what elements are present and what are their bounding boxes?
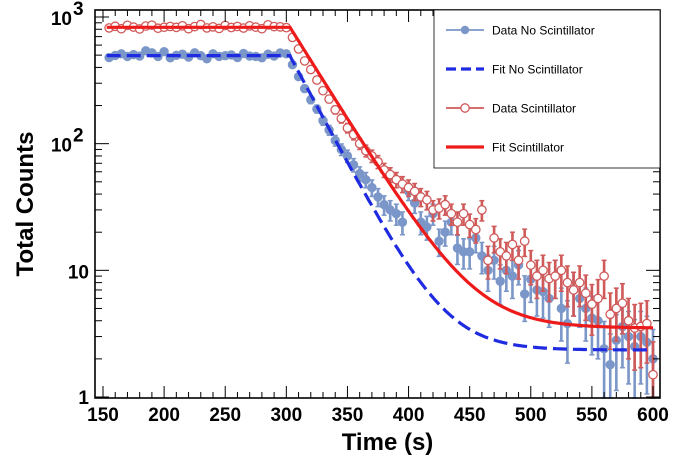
data-point	[538, 265, 548, 276]
data-point	[470, 224, 481, 235]
data-point	[599, 271, 609, 281]
data-point	[519, 236, 530, 246]
legend-label: Fit Scintillator	[492, 141, 564, 155]
data-point	[422, 195, 432, 205]
data-point	[617, 298, 628, 309]
data-point	[464, 247, 475, 257]
legend-item-1: Fit No Scintillator	[446, 63, 583, 77]
data-point	[507, 239, 518, 250]
legend-label: Data Scintillator	[492, 102, 576, 116]
data-point	[434, 236, 444, 246]
data-point	[648, 369, 658, 380]
data-point	[580, 288, 591, 299]
data-point	[605, 359, 615, 370]
legend: Data No Scintillator Fit No Scintillator D…	[433, 9, 661, 169]
data-point	[440, 227, 450, 237]
data-point	[489, 233, 499, 243]
x-tick-label: 450	[454, 405, 486, 426]
legend-item-2: Data Scintillator	[446, 102, 576, 116]
data-point	[159, 47, 169, 57]
data-point	[458, 208, 469, 219]
y-tick-label: 10	[51, 136, 72, 157]
fit-line-1	[106, 53, 653, 352]
data-point	[477, 205, 487, 215]
data-point	[507, 271, 518, 281]
data-point	[299, 56, 310, 66]
data-point	[409, 186, 420, 197]
fit-line-3	[106, 25, 653, 330]
data-point	[532, 271, 542, 281]
y-tick-label: 10	[51, 9, 72, 30]
legend-marker	[460, 25, 470, 35]
data-point	[483, 255, 493, 266]
legend-marker	[460, 103, 470, 113]
y-tick-label: 10	[68, 262, 89, 283]
data-point	[452, 217, 463, 228]
x-tick-label: 250	[209, 405, 241, 426]
data-point	[525, 260, 536, 270]
data-point	[330, 104, 341, 115]
legend-label: Fit No Scintillator	[492, 63, 583, 77]
data-point	[354, 168, 365, 179]
legend-item-0: Data No Scintillator	[446, 24, 595, 38]
x-tick-label: 150	[87, 405, 119, 426]
data-point	[587, 299, 597, 310]
data-point	[422, 222, 432, 232]
data-point	[513, 255, 524, 266]
y-tick-exponent: 2	[73, 126, 84, 147]
data-point	[446, 208, 457, 219]
x-tick-label: 500	[515, 405, 547, 426]
y-tick-label-group: 10	[68, 262, 89, 283]
data-point	[495, 276, 505, 286]
legend-box	[433, 9, 661, 169]
x-tick-label: 350	[332, 405, 364, 426]
data-point	[391, 208, 402, 219]
data-point	[367, 182, 377, 193]
y-tick-label: 1	[78, 388, 89, 409]
data-point	[611, 303, 622, 314]
data-point	[501, 251, 512, 261]
data-point	[361, 174, 371, 185]
x-axis-title: Time (s)	[342, 429, 434, 456]
data-point	[574, 277, 585, 288]
data-point	[519, 289, 530, 299]
x-tick-label: 300	[270, 405, 302, 426]
data-point	[379, 199, 389, 210]
x-tick-label: 200	[148, 405, 180, 426]
data-point	[397, 217, 408, 227]
data-point	[605, 309, 616, 320]
data-point	[318, 85, 328, 96]
data-point	[440, 199, 451, 210]
data-point	[373, 192, 383, 202]
legend-item-3: Fit Scintillator	[446, 141, 564, 155]
y-tick-label-group: 10 2	[51, 126, 84, 157]
data-point	[562, 277, 573, 288]
y-tick-label-group: 1	[78, 388, 89, 409]
data-point	[550, 271, 561, 281]
series-layer	[104, 19, 658, 399]
data-point	[385, 169, 396, 180]
data-point	[312, 75, 322, 85]
data-point	[568, 285, 579, 295]
data-point	[623, 315, 634, 326]
data-point	[464, 219, 475, 230]
data-point	[593, 293, 603, 304]
plot-frame	[94, 9, 661, 399]
data-point	[556, 303, 567, 314]
x-tick-label: 400	[393, 405, 425, 426]
y-tick-exponent: 3	[73, 0, 84, 20]
y-axis-title: Total Counts	[12, 132, 39, 277]
data-point	[556, 265, 567, 276]
x-tick-label: 600	[637, 405, 669, 426]
y-tick-label-group: 10 3	[51, 0, 84, 30]
legend-label: Data No Scintillator	[492, 24, 595, 38]
x-tick-label: 550	[576, 405, 608, 426]
